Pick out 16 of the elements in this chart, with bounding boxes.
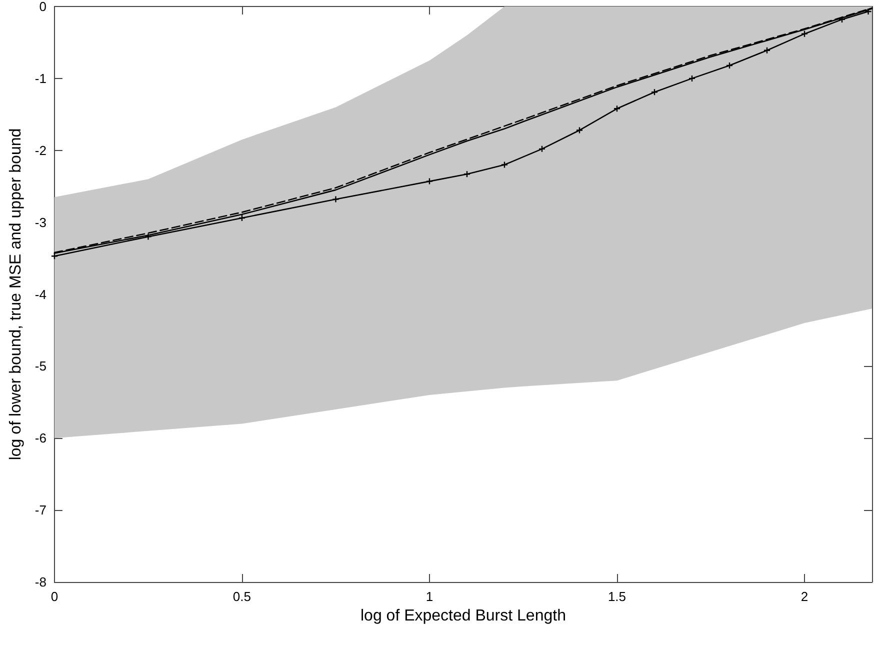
x-axis-title: log of Expected Burst Length <box>360 607 566 624</box>
y-tick-label: 0 <box>39 0 46 14</box>
y-tick-label: -5 <box>34 358 46 374</box>
x-tick-label: 0.5 <box>232 589 252 604</box>
x-tick-label: 2 <box>800 589 808 604</box>
y-tick-label: -7 <box>34 502 46 518</box>
y-tick-label: -3 <box>34 214 46 230</box>
y-tick-label: -2 <box>34 142 46 158</box>
x-tick-label: 0 <box>50 589 58 604</box>
y-axis-title: log of lower bound, true MSE and upper bound <box>8 128 24 460</box>
y-tick-label: -4 <box>34 286 46 302</box>
y-tick-label: -8 <box>34 574 46 590</box>
x-tick-label: 1.5 <box>608 589 626 604</box>
y-tick-label: -1 <box>34 70 46 86</box>
x-tick-label: 1 <box>426 589 434 604</box>
y-tick-label: -6 <box>34 430 46 446</box>
